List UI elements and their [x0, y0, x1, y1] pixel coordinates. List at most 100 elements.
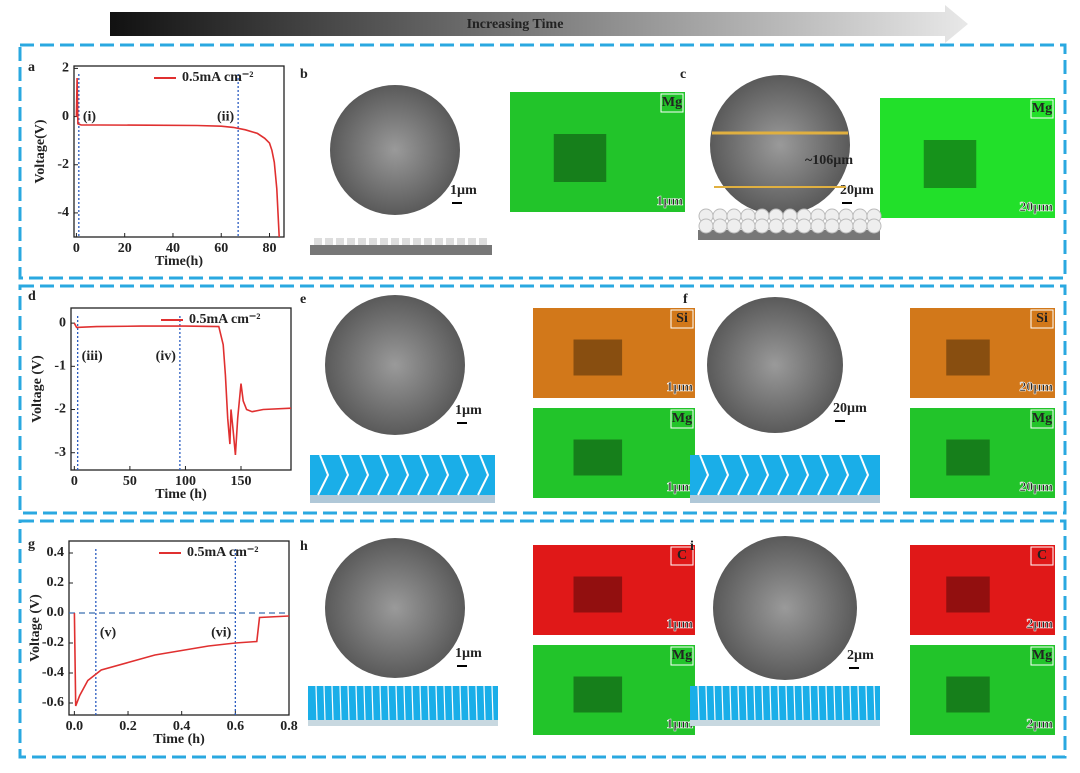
sem-image	[713, 536, 857, 680]
element-tag: Si	[1036, 311, 1048, 326]
deposit	[314, 238, 322, 245]
x-tick-label: 0	[73, 241, 80, 256]
column-gap	[331, 685, 334, 721]
deposit	[358, 238, 366, 245]
element-map	[510, 92, 685, 212]
column-gap	[841, 685, 844, 721]
column-gap	[705, 685, 708, 721]
deposit	[347, 238, 355, 245]
deposit	[479, 238, 487, 245]
column-gap	[849, 685, 852, 721]
element-tag: Mg	[672, 411, 692, 426]
panel-label: e	[300, 292, 306, 307]
row-frame	[18, 519, 1067, 759]
map-shade	[946, 439, 990, 476]
panel-label: h	[300, 539, 308, 554]
map-shade	[946, 676, 990, 713]
panel-label: g	[28, 537, 35, 552]
deposit	[369, 238, 377, 245]
column-gap	[721, 685, 724, 721]
panel-label: i	[690, 539, 694, 554]
scale-label: 20µm	[833, 401, 867, 416]
element-map	[533, 645, 695, 735]
map-scale-label: 1µm	[666, 480, 693, 495]
map-shade	[946, 576, 990, 613]
element-tag: Mg	[1032, 411, 1052, 426]
crack	[697, 454, 710, 496]
annotation-label: (v)	[100, 625, 117, 640]
deposit	[754, 218, 770, 234]
layer	[690, 686, 880, 720]
x-tick-label: 60	[214, 241, 228, 256]
map-scale-label: 20µm	[1019, 200, 1053, 215]
panel-label: d	[28, 289, 36, 304]
element-map	[533, 308, 695, 398]
deposit	[852, 218, 868, 234]
row-frame	[18, 284, 1067, 515]
column-gap	[769, 685, 772, 721]
element-tag-bg	[660, 93, 684, 113]
column-gap	[355, 685, 358, 721]
crack	[737, 454, 750, 496]
y-axis-label: Voltage (V)	[30, 355, 45, 423]
annotation-label: (i)	[83, 110, 97, 125]
column-gap	[395, 685, 398, 721]
map-scale-label: 1µm	[666, 380, 693, 395]
column-gap	[315, 685, 318, 721]
y-tick-label: 0.2	[47, 575, 65, 590]
element-map	[533, 408, 695, 498]
element-tag: Mg	[672, 648, 692, 663]
element-tag-bg	[1030, 99, 1054, 119]
column-gap	[697, 685, 700, 721]
column-gap	[801, 685, 804, 721]
deposit	[413, 238, 421, 245]
map-scale-label: 2µm	[1026, 717, 1053, 732]
column-gap	[411, 685, 414, 721]
crack	[477, 454, 490, 496]
thickness-note: ~106µm	[805, 153, 853, 168]
crack	[717, 454, 730, 496]
map-scale-label: 20µm	[1019, 480, 1053, 495]
column-gap	[427, 685, 430, 721]
line-series	[73, 322, 292, 455]
crack	[317, 454, 330, 496]
map-shade	[923, 140, 977, 188]
column-gap	[443, 685, 446, 721]
column-gap	[475, 685, 478, 721]
element-tag: C	[677, 548, 687, 563]
crack	[377, 454, 390, 496]
column-gap	[809, 685, 812, 721]
substrate	[698, 230, 880, 240]
x-tick-label: 0	[71, 474, 78, 489]
y-tick-label: 2	[62, 61, 69, 76]
deposit	[468, 238, 476, 245]
scale-label: 1µm	[455, 646, 482, 661]
deposit	[768, 218, 784, 234]
y-tick-label: 0.4	[47, 545, 65, 560]
annotation-label: (iii)	[82, 349, 103, 364]
legend-label: 0.5mA cm⁻²	[187, 545, 258, 560]
column-gap	[713, 685, 716, 721]
crack	[437, 454, 450, 496]
deposit	[424, 238, 432, 245]
column-gap	[737, 685, 740, 721]
y-tick-label: 0	[62, 109, 69, 124]
element-tag: Mg	[662, 95, 682, 110]
annotation-label: (ii)	[217, 110, 234, 125]
column-gap	[873, 685, 876, 721]
header-title: Increasing Time	[467, 17, 564, 32]
column-gap	[403, 685, 406, 721]
deposit	[336, 238, 344, 245]
interlayer	[308, 720, 498, 726]
y-axis-label: Voltage (V)	[28, 594, 43, 662]
map-scale-label: 1µm	[656, 194, 683, 209]
x-tick-label: 20	[118, 241, 132, 256]
map-scale-label: 1µm	[666, 717, 693, 732]
deposit	[810, 218, 826, 234]
deposit	[325, 238, 333, 245]
scale-label: 1µm	[455, 403, 482, 418]
column-gap	[339, 685, 342, 721]
deposit	[380, 238, 388, 245]
map-shade	[573, 439, 623, 476]
element-tag-bg	[1030, 309, 1054, 329]
